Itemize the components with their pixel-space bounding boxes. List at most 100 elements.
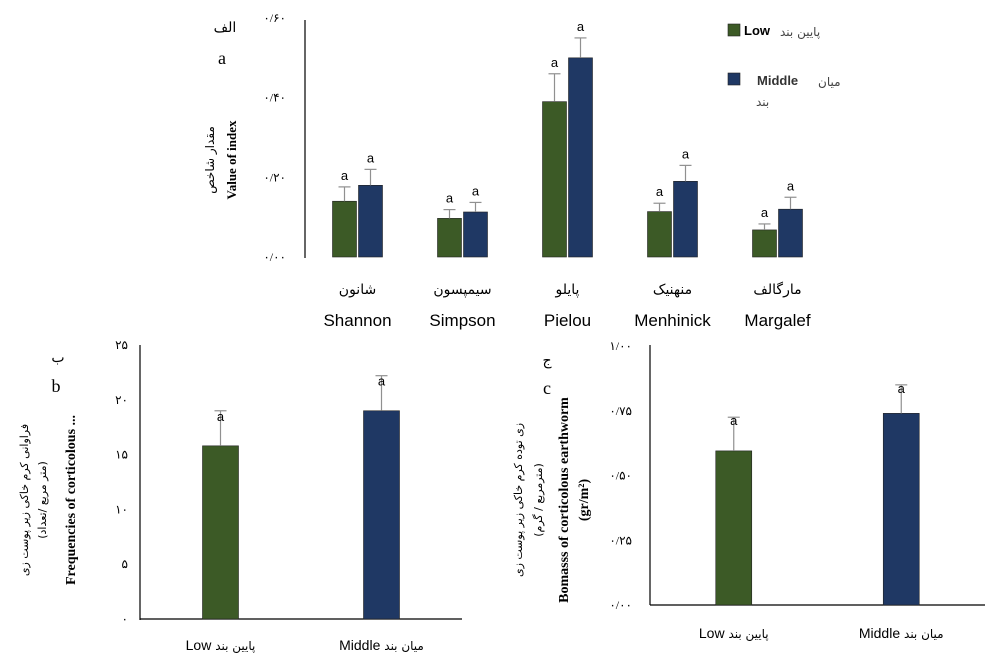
bar-low-menhinick xyxy=(647,211,672,258)
panel-c: ۰/۰۰ ۰/۲۵ ۰/۵۰ ۰/۷۵ ۱/۰۰ ج c زی توده کرم خاک… xyxy=(512,339,985,642)
panel-c-ylabel-fa2: (مترمربع / گرم) xyxy=(532,463,545,537)
category-label-fa: منهنیک xyxy=(653,282,692,298)
panel-c-ylabel2: (gr/m²) xyxy=(577,479,592,522)
legend-low-fa: پایین بند xyxy=(780,25,820,40)
significance-letter: a xyxy=(730,413,738,428)
category-label-fa: پایلو xyxy=(555,282,580,298)
ytick-label: ۰/۶۰ xyxy=(263,11,286,25)
category-label-fa: شانون xyxy=(339,282,376,298)
ytick-label: ۲۵ xyxy=(115,338,128,352)
category-label-en: Pielou xyxy=(544,311,591,330)
legend-middle-en: Middle xyxy=(757,73,798,88)
bar-low xyxy=(715,450,753,606)
panel-c-ylabel-fa: زی توده کرم خاکی زیر پوست زی xyxy=(512,423,525,577)
ytick-label: ۱/۰۰ xyxy=(609,339,632,353)
panel-b-ylabel: Frequencies of corticolous ... xyxy=(64,415,79,585)
panel-b-ylabel-fa2: (متر مربع /تعداد) xyxy=(36,461,49,539)
category-label-fa: سیمپسون xyxy=(433,282,491,298)
panel-c-ytick-labels: ۰/۰۰ ۰/۲۵ ۰/۵۰ ۰/۷۵ ۱/۰۰ xyxy=(609,339,632,612)
category-label: Low پایین بند xyxy=(186,637,256,654)
significance-letter: a xyxy=(898,381,906,396)
significance-letter: a xyxy=(472,183,480,198)
category-label: Middle میان بند xyxy=(859,625,944,641)
category-label-en: Margalef xyxy=(744,311,810,330)
bar-low-margalef xyxy=(752,229,777,258)
panel-b-label-fa: ب xyxy=(51,351,64,366)
significance-letter: a xyxy=(217,409,225,424)
panel-c-category-labels: Low پایین بند Middle میان بند xyxy=(699,625,944,642)
category-label-en: Shannon xyxy=(323,311,391,330)
panel-a-label-fa: الف xyxy=(214,21,237,36)
panel-c-ylabel: Bomasss of corticolous earthworm xyxy=(557,397,572,603)
category-label-en: Middle xyxy=(859,625,904,641)
significance-letter: a xyxy=(787,178,795,193)
bar-middle-simpson xyxy=(463,211,488,258)
legend-low-swatch xyxy=(727,23,741,37)
category-label-fa: میان بند xyxy=(384,639,424,653)
panel-a-legend: Low پایین بند Middle میان بند xyxy=(727,23,841,109)
ytick-label: ۰/۴۰ xyxy=(263,91,286,105)
legend-middle-fa: میان xyxy=(818,75,841,89)
bar-middle xyxy=(882,413,920,606)
category-label-fa: پایین بند xyxy=(215,639,255,654)
category-label-en: Simpson xyxy=(429,311,495,330)
ytick-label: ۵ xyxy=(122,557,128,571)
panel-a-ytick-labels: ۰/۰۰ ۰/۲۰ ۰/۴۰ ۰/۶۰ xyxy=(263,11,286,264)
bar-middle-shannon xyxy=(358,185,383,258)
significance-letter: a xyxy=(682,146,690,161)
significance-letter: a xyxy=(446,191,454,206)
legend-low-en: Low xyxy=(744,23,771,38)
ytick-label: ۱۵ xyxy=(115,448,128,462)
category-label-en: Middle xyxy=(339,637,384,653)
significance-letter: a xyxy=(551,55,559,70)
ytick-label: ۰/۷۵ xyxy=(609,404,632,418)
ytick-label: ۰/۵۰ xyxy=(609,469,632,483)
ytick-label: ۰/۰۰ xyxy=(263,250,286,264)
category-label-fa: مارگالف xyxy=(753,281,801,298)
panel-b-bars: aa xyxy=(140,374,462,620)
bar-middle-margalef xyxy=(778,208,803,258)
ytick-label: ۱۰ xyxy=(115,502,128,516)
bar-low-simpson xyxy=(437,218,462,258)
ytick-label: ۲۰ xyxy=(115,393,128,407)
category-label-fa: پایین بند xyxy=(728,627,768,642)
legend-middle-swatch xyxy=(727,72,741,86)
panel-a-ylabel: Value of index xyxy=(224,120,239,199)
significance-letter: a xyxy=(761,205,769,220)
ytick-label: ۰/۲۰ xyxy=(263,170,286,184)
panel-b-category-labels: Low پایین بند Middle میان بند xyxy=(186,637,424,654)
significance-letter: a xyxy=(378,374,386,389)
significance-letter: a xyxy=(367,150,375,165)
bar-middle-pielou xyxy=(568,57,593,258)
panel-b-label: b xyxy=(52,376,61,396)
category-label-en: Low xyxy=(699,625,729,641)
panel-b-ylabel-fa: فراوانی کرم خاکی زیر پوست زی xyxy=(18,424,31,576)
bar-middle xyxy=(363,410,400,620)
panel-c-label-fa: ج xyxy=(542,354,552,369)
category-label-fa: میان بند xyxy=(904,627,944,641)
bar-low-shannon xyxy=(332,200,357,258)
significance-letter: a xyxy=(577,19,585,34)
ytick-label: ۰ xyxy=(122,612,128,626)
ytick-label: ۰/۰۰ xyxy=(609,598,632,612)
panel-a-ylabel-fa: مقدار شاخص xyxy=(203,126,218,194)
category-label-en: Menhinick xyxy=(634,311,711,330)
bar-low xyxy=(202,445,239,620)
significance-letter: a xyxy=(656,184,664,199)
legend-middle-fa2: بند xyxy=(756,95,769,109)
panel-a-bars: a a a a a a a a a a xyxy=(332,19,803,258)
panel-c-label: c xyxy=(543,378,551,398)
ytick-label: ۰/۲۵ xyxy=(609,533,632,547)
category-label: Middle میان بند xyxy=(339,637,424,653)
bar-low-pielou xyxy=(542,101,567,258)
bar-middle-menhinick xyxy=(673,181,698,258)
category-label: Low پایین بند xyxy=(699,625,769,642)
panel-b-ytick-labels: ۰ ۵ ۱۰ ۱۵ ۲۰ ۲۵ xyxy=(115,338,128,626)
panel-a-label: a xyxy=(218,48,226,68)
significance-letter: a xyxy=(341,168,349,183)
panel-b: ۰ ۵ ۱۰ ۱۵ ۲۰ ۲۵ ب b فراوانی کرم خاکی زیر پوست… xyxy=(18,338,462,654)
panel-a: ۰/۰۰ ۰/۲۰ ۰/۴۰ ۰/۶۰ الف a مقدار شاخص Value … xyxy=(203,11,841,330)
panel-a-category-labels: شانون Shannon سیمپسون Simpson پایلو Pielou منه… xyxy=(323,281,810,330)
panel-c-bars: aa xyxy=(650,381,985,606)
